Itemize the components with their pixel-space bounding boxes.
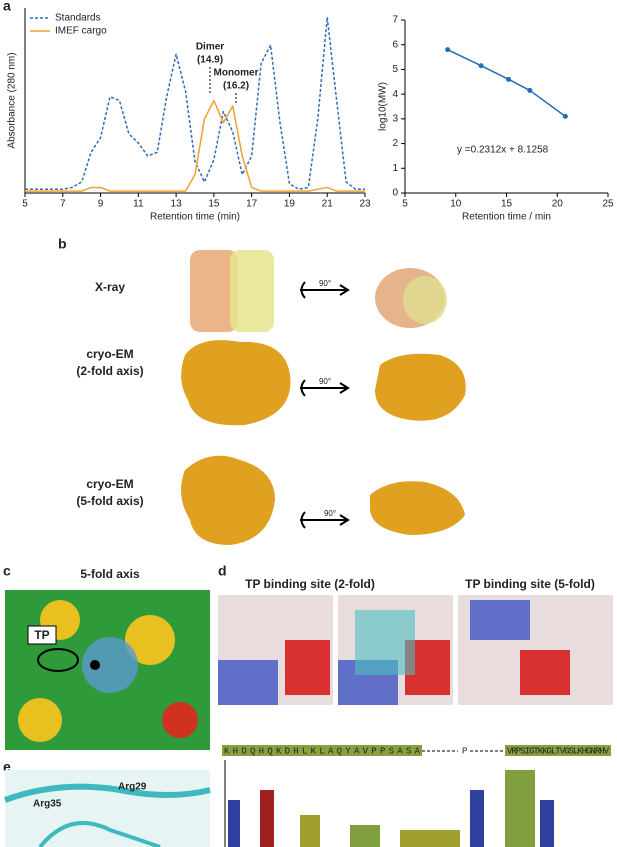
panel-label: c: [3, 563, 11, 579]
tp-label: TP: [34, 628, 49, 642]
row-label: cryo-EM: [86, 477, 133, 491]
x-tick-label: 17: [246, 199, 258, 210]
panel-c: 5-fold axis TP: [5, 567, 210, 750]
y-axis-label: log10(MW): [378, 82, 389, 131]
y-tick-label: 2: [392, 138, 398, 149]
x-tick-label: 11: [133, 199, 144, 210]
panel-d: TP binding site (2-fold) TP binding site…: [218, 577, 613, 847]
marker: [527, 87, 533, 93]
marker: [562, 113, 568, 119]
x-tick-label: 20: [552, 199, 564, 210]
panel-title: TP binding site (5-fold): [465, 577, 595, 591]
x-tick-label: 25: [602, 199, 614, 210]
panel-label: b: [58, 236, 67, 252]
panel-label: a: [3, 0, 11, 14]
x-tick-label: 5: [22, 199, 28, 210]
sequence: P: [462, 746, 467, 756]
series-line: [25, 99, 365, 192]
y-tick-label: 0: [392, 188, 398, 199]
row-label: (2-fold axis): [76, 364, 143, 378]
panel-title: 5-fold axis: [80, 567, 140, 581]
x-tick-label: 23: [359, 199, 371, 210]
series-line: [447, 48, 566, 117]
annotation: Dimer: [196, 42, 224, 53]
rotation-label: 90°: [324, 509, 336, 518]
annotation: (14.9): [197, 55, 223, 66]
y-tick-label: 6: [392, 39, 398, 50]
panel-b: X-ray cryo-EM (2-fold axis) cryo-EM (5-f…: [76, 250, 466, 545]
sequence: VRPSIGTKKGLTVGSLKHGNRHV: [507, 746, 610, 756]
legend-label: IMEF cargo: [55, 26, 107, 37]
x-tick-label: 7: [60, 199, 66, 210]
y-tick-label: 4: [392, 89, 398, 100]
series-line: [25, 16, 365, 191]
x-tick-label: 5: [402, 199, 408, 210]
x-axis-label: Retention time (min): [150, 212, 240, 223]
y-tick-label: 1: [392, 163, 398, 174]
x-tick-label: 19: [284, 199, 296, 210]
panel-title: TP binding site (2-fold): [245, 577, 375, 591]
x-tick-label: 13: [171, 199, 183, 210]
x-tick-label: 10: [450, 199, 462, 210]
annotation: Monomer: [214, 68, 259, 79]
x-tick-label: 15: [501, 199, 513, 210]
row-label: X-ray: [95, 280, 125, 294]
structures: [181, 250, 466, 545]
annotation: (16.2): [223, 81, 249, 92]
y-tick-label: 5: [392, 64, 398, 75]
rotation-label: 90°: [319, 279, 331, 288]
legend-label: Standards: [55, 13, 101, 24]
residue-label: Arg29: [118, 782, 147, 793]
panel-label: d: [218, 563, 227, 579]
rotation-label: 90°: [319, 377, 331, 386]
annotation: y =0.2312x + 8.1258: [457, 145, 549, 156]
y-axis-label: Absorbance (280 nm): [7, 52, 18, 148]
marker: [445, 47, 451, 53]
y-tick-label: 3: [392, 113, 398, 124]
rotate-arrows: [300, 281, 350, 529]
residue-label: Arg35: [33, 799, 62, 810]
panel-label: e: [3, 759, 11, 775]
sequence-logo: [224, 760, 554, 847]
row-label: cryo-EM: [86, 347, 133, 361]
marker: [506, 76, 512, 82]
y-tick-label: 7: [392, 15, 398, 26]
x-tick-label: 21: [322, 199, 334, 210]
x-axis-label: Retention time / min: [462, 212, 551, 223]
marker: [478, 63, 484, 69]
row-label: (5-fold axis): [76, 494, 143, 508]
sequence: KHDQHQKDHLKLAQYAVPPSASA: [224, 746, 421, 756]
x-tick-label: 15: [208, 199, 220, 210]
x-tick-label: 9: [98, 199, 104, 210]
panel-e: Arg29 Arg35: [3, 770, 211, 847]
